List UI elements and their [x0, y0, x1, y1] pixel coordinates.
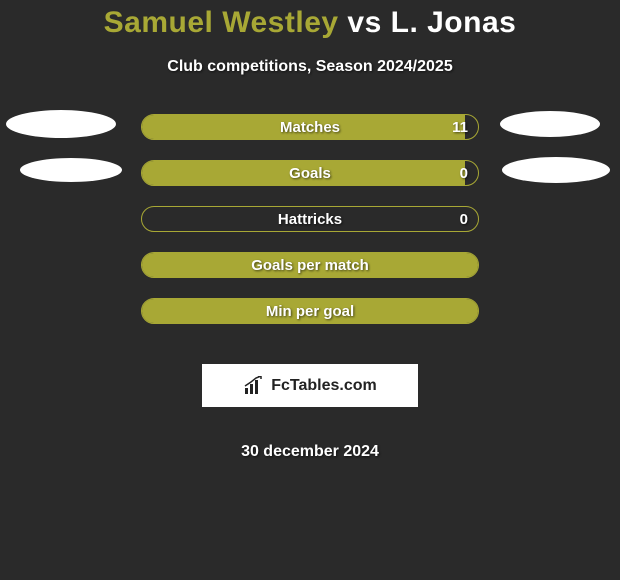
stat-row: Goals per match: [0, 252, 620, 278]
stat-row: Min per goal: [0, 298, 620, 324]
stat-row: Goals 0: [0, 160, 620, 186]
stat-label: Min per goal: [266, 303, 354, 320]
stat-value: 11: [452, 119, 468, 136]
stats-chart: Matches 11 Goals 0 Hattricks 0 Goals per…: [0, 114, 620, 461]
page-title: Samuel Westley vs L. Jonas: [104, 6, 517, 40]
player2-name: L. Jonas: [391, 6, 517, 39]
player1-name: Samuel Westley: [104, 6, 339, 39]
stat-label: Goals: [289, 165, 331, 182]
stat-bar: Min per goal: [141, 298, 479, 324]
stat-bar: Matches 11: [141, 114, 479, 140]
vs-text: vs: [347, 6, 381, 39]
stat-value: 0: [460, 165, 468, 182]
stat-bar: Goals 0: [141, 160, 479, 186]
stat-bar: Goals per match: [141, 252, 479, 278]
logo-text: FcTables.com: [271, 377, 377, 395]
stat-row: Matches 11: [0, 114, 620, 140]
fctables-logo: FcTables.com: [202, 364, 418, 407]
comparison-infographic: Samuel Westley vs L. Jonas Club competit…: [0, 0, 620, 461]
stat-row: Hattricks 0: [0, 206, 620, 232]
subtitle: Club competitions, Season 2024/2025: [167, 58, 452, 76]
stat-label: Goals per match: [251, 257, 369, 274]
stat-label: Matches: [280, 119, 340, 136]
stat-value: 0: [460, 211, 468, 228]
stat-label: Hattricks: [278, 211, 342, 228]
chart-icon: [243, 376, 267, 396]
date-text: 30 december 2024: [241, 443, 379, 461]
stat-bar: Hattricks 0: [141, 206, 479, 232]
